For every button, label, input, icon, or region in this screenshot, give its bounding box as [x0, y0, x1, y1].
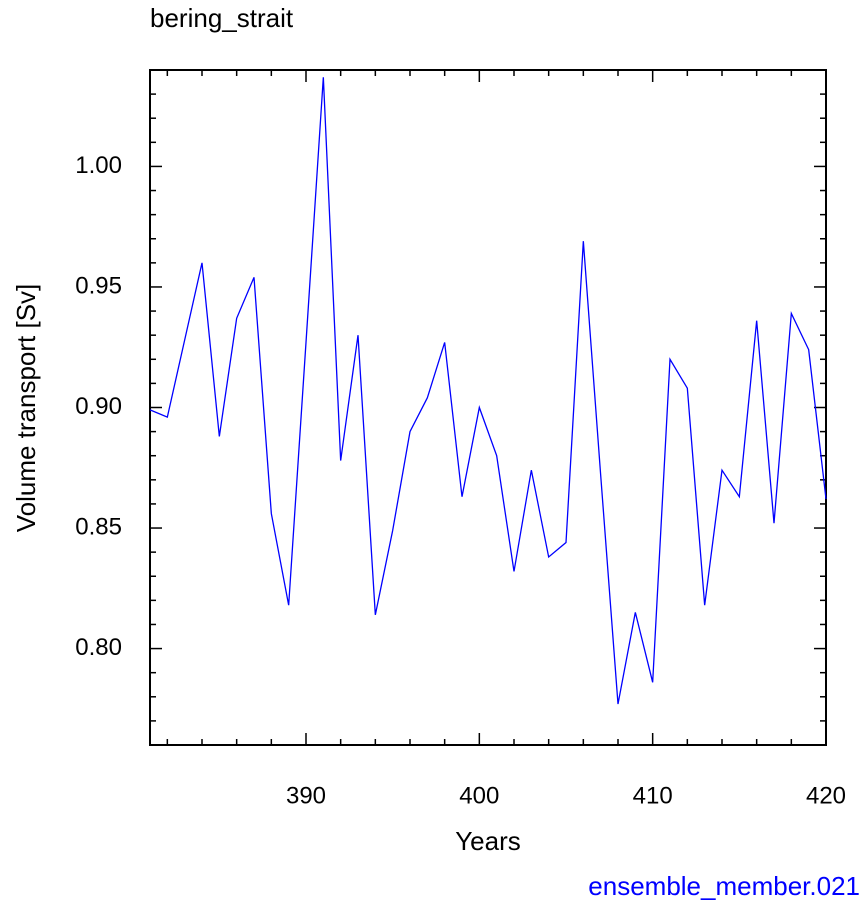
y-tick-label: 0.80	[75, 634, 122, 661]
x-tick-label: 410	[633, 782, 673, 809]
x-axis-label: Years	[455, 826, 521, 856]
y-axis-label: Volume transport [Sv]	[11, 284, 41, 533]
y-tick-label: 1.00	[75, 152, 122, 179]
plot-frame	[149, 69, 827, 746]
chart-title: bering_strait	[150, 3, 294, 33]
x-tick-label: 390	[286, 782, 326, 809]
y-tick-label: 0.90	[75, 393, 122, 420]
data-line	[149, 77, 827, 705]
y-tick-label: 0.85	[75, 513, 122, 540]
x-tick-label: 400	[459, 782, 499, 809]
y-tick-label: 0.95	[75, 272, 122, 299]
annotation: ensemble_member.021	[588, 871, 860, 901]
x-tick-label: 420	[806, 782, 846, 809]
